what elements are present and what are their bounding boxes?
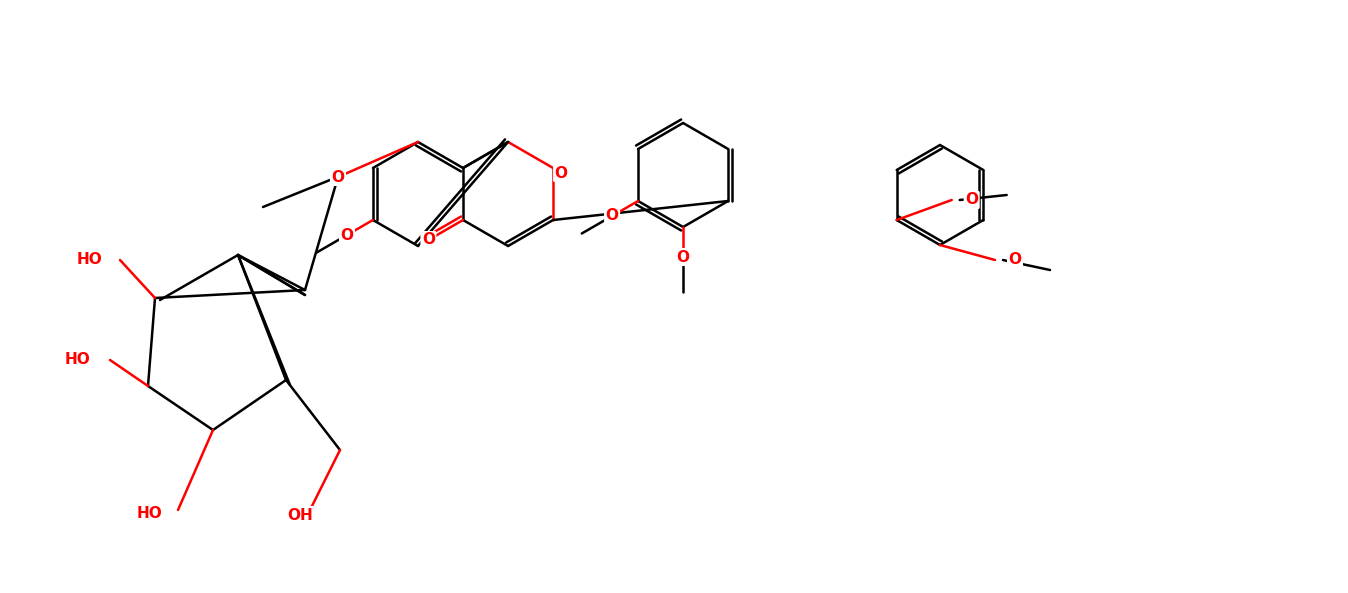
Text: O: O <box>332 170 345 184</box>
Text: O: O <box>1008 253 1022 267</box>
Text: OH: OH <box>287 508 313 522</box>
Text: HO: HO <box>137 505 163 521</box>
Text: O: O <box>677 250 690 264</box>
Text: HO: HO <box>65 352 90 368</box>
Text: O: O <box>554 165 568 180</box>
Text: O: O <box>605 209 619 224</box>
Text: HO: HO <box>77 253 102 267</box>
Text: O: O <box>965 193 979 208</box>
Text: O: O <box>422 232 435 247</box>
Text: O: O <box>341 228 353 243</box>
